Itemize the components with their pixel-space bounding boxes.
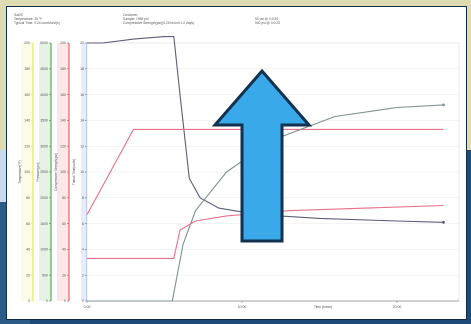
header-line: Typical Time: 0.24 hours/unit(s) [14,21,60,26]
y-tick-label: 16 [80,93,84,97]
y-tick-label: 8 [82,196,84,200]
y-tick-label: 0 [64,299,66,303]
x-tick-label: 10:00 [238,305,247,309]
y-tick-label: 60 [26,222,30,226]
y-tick-label: 120 [24,144,30,148]
header-line: Compressive Strength(psi)(0.25 hr/unit 1… [123,21,195,26]
header-line: 500 psi @ 0:0:25 [255,21,280,26]
y-tick-label: 200 [24,41,30,45]
y-tick-label: 180 [24,67,30,71]
report-header-middle: Customer: Sample: 1998 psi Compressive S… [123,13,194,26]
y-tick-label: 4500 [40,67,48,71]
y-tick-label: 80 [62,196,66,200]
y-tick-label: 60 [62,222,66,226]
y-tick-label: 1000 [40,248,48,252]
y-tick-label: 40 [26,248,30,252]
y-axis-title: Transit Time(us/in) [72,159,76,185]
x-axis-title: Time (h:mm) [314,305,332,309]
y-tick-label: 200 [60,41,66,45]
y-tick-label: 3500 [40,119,48,123]
y-tick-label: 0 [46,299,48,303]
y-axis-band [39,43,51,301]
y-tick-label: 80 [26,196,30,200]
y-tick-label: 100 [24,170,30,174]
y-axis-title: Pressure(psi) [36,163,40,182]
y-axis-band [81,43,87,301]
series-end-marker [442,103,445,107]
header-line: 50 psi @ 0:0:20 [255,17,279,21]
y-tick-label: 5000 [40,41,48,45]
y-tick-label: 3000 [40,144,48,148]
series-line-4 [87,204,444,259]
y-tick-label: 20 [62,273,66,277]
y-tick-label: 2 [82,273,84,277]
y-tick-label: 1500 [40,222,48,226]
series-line-1 [87,36,444,223]
y-tick-label: 40 [62,248,66,252]
y-tick-label: 120 [60,144,66,148]
y-tick-label: 0 [28,299,30,303]
y-tick-label: 140 [24,119,30,123]
axes-layer: 200180160140120100806040200Temperature(°… [18,41,88,303]
series-end-marker [442,220,445,224]
y-tick-label: 18 [80,67,84,71]
y-tick-label: 180 [60,67,66,71]
y-axis-title: Temperature(°F) [18,160,22,183]
y-tick-label: 100 [60,170,66,174]
header-line: Sample: 1998 psi [123,17,149,22]
y-tick-label: 20 [80,41,84,45]
y-tick-label: 20 [26,273,30,277]
y-tick-label: 2000 [40,196,48,200]
y-axis-band [57,43,69,301]
y-tick-label: 160 [24,93,30,97]
report-header-right: 50 psi @ 0:0:20 500 psi @ 0:0:25 [255,17,280,25]
chart-report-window: Sat2S Temperature: 25 °F Typical Time: 0… [6,6,467,320]
y-axis-band [21,43,33,301]
x-tick-label: 20:00 [393,305,402,309]
series-line-3 [87,104,444,302]
x-tick-label: 0:00 [84,305,91,309]
up-arrow-icon [211,68,313,243]
y-tick-label: 2500 [40,170,48,174]
y-tick-label: 12 [80,144,84,148]
y-tick-label: 500 [42,273,48,277]
chart-svg: 200180160140120100806040200Temperature(°… [18,36,460,309]
y-tick-label: 160 [60,93,66,97]
arrow-layer [211,68,313,243]
y-tick-label: 14 [80,119,84,123]
header-line: Temperature: 25 °F [14,17,43,22]
y-tick-label: 10 [80,170,84,174]
y-tick-label: 4 [82,248,84,252]
series-layer [86,36,445,302]
header-line: Customer: [123,13,139,17]
report-header-left: Sat2S Temperature: 25 °F Typical Time: 0… [14,13,60,26]
y-tick-label: 6 [82,222,84,226]
series-line-2 [86,128,444,215]
header-line: Sat2S [14,13,23,17]
y-tick-label: 0 [82,299,84,303]
y-axis-title: Compressive Strength(psi) [54,153,58,191]
y-tick-label: 4000 [40,93,48,97]
y-tick-label: 140 [60,119,66,123]
